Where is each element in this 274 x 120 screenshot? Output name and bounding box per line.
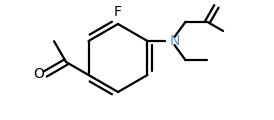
Text: N: N <box>169 34 180 48</box>
Text: F: F <box>114 5 122 19</box>
Text: O: O <box>33 67 44 81</box>
